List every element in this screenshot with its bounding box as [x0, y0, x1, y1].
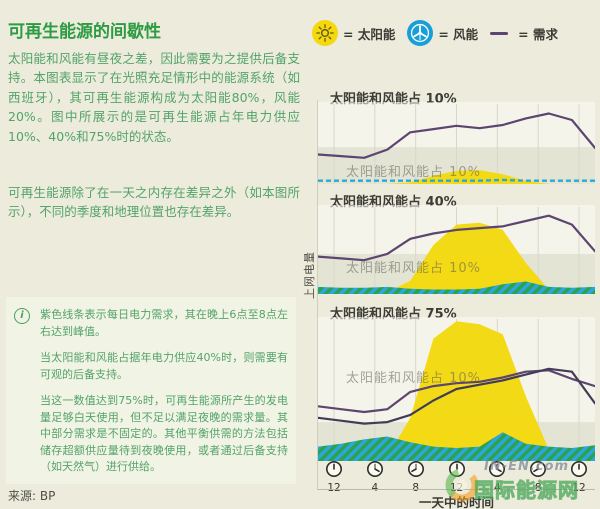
clock-tick-label: 12: [327, 482, 341, 494]
y-axis-line: [317, 100, 318, 490]
clock-icon: [407, 461, 424, 477]
wind-turbine-icon: [407, 20, 434, 46]
legend-solar-label: = 太阳能: [343, 26, 396, 42]
x-axis-clock-ticks: 12 4 8 12 4 8 12: [318, 460, 595, 494]
info-box: i 紫色线条表示每日电力需求，其在晚上6点至8点左右达到峰值。 当太阳能和风能占…: [6, 297, 296, 484]
info-item-demand-line: 紫色线条表示每日电力需求，其在晚上6点至8点左右达到峰值。: [40, 308, 288, 338]
page-title: 可再生能源的间歇性: [8, 22, 161, 43]
clock-tick-5: 8: [524, 460, 552, 494]
demand-line-sample: [490, 31, 509, 35]
y-axis-label: 上网电量: [303, 251, 316, 299]
chart-legend: = 太阳能 = 风能 = 需求: [312, 20, 570, 46]
chart-75-percent: 太阳能和风能占 10%: [318, 317, 595, 461]
ghost-label-40: 太阳能和风能占 10%: [346, 261, 482, 276]
ghost-label-75: 太阳能和风能占 10%: [346, 371, 482, 386]
clock-tick-label: 4: [371, 482, 379, 494]
clock-tick-label: 8: [412, 482, 419, 494]
legend-demand-label: = 需求: [518, 26, 558, 42]
clock-icon: [571, 461, 587, 477]
clock-tick-label: 8: [534, 482, 542, 494]
clock-icon: [489, 461, 506, 477]
clock-icon: [326, 461, 342, 477]
clock-tick-label: 4: [493, 482, 501, 494]
clock-tick-1: 4: [361, 460, 389, 494]
clock-tick-2: 8: [402, 460, 430, 494]
clock-icon: [448, 461, 465, 477]
clock-tick-4: 4: [483, 460, 511, 494]
chart-10-canvas: [318, 102, 595, 184]
info-item-40-percent: 当太阳能和风能占据年电力供应40%时，则需要有可观的后备支持。: [40, 351, 288, 381]
clock-tick-label: 12: [572, 482, 586, 494]
x-axis-line: [318, 489, 595, 490]
chart-10-percent: 太阳能和风能占 10%: [318, 102, 595, 184]
variation-paragraph: 可再生能源除了在一天之内存在差异之外（如本图所示），不同的季度和地理位置也存在差…: [8, 184, 300, 220]
chart-40-percent: 太阳能和风能占 10%: [318, 205, 595, 294]
clock-tick-6: 12: [565, 460, 593, 494]
legend-wind-label: = 风能: [438, 26, 479, 42]
info-item-75-percent: 当这一数值达到75%时，可再生能源所产生的发电量足够白天使用，但不足以满足夜晚的…: [40, 394, 288, 473]
info-icon: i: [14, 308, 30, 324]
intro-paragraph: 太阳能和风能有昼夜之差，因此需要为之提供后备支持。本图表显示了在光照充足情形中的…: [8, 50, 300, 144]
sun-icon: [312, 20, 338, 46]
clock-tick-0: 12: [320, 460, 348, 494]
source-note: 来源: BP: [8, 489, 56, 503]
ghost-label-10: 太阳能和风能占 10%: [346, 165, 482, 180]
chart-40-canvas: [318, 205, 595, 294]
x-axis-label: 一天中的时间: [418, 495, 494, 509]
clock-icon: [366, 461, 383, 477]
chart-75-canvas: [318, 317, 595, 461]
clock-icon: [530, 461, 547, 477]
